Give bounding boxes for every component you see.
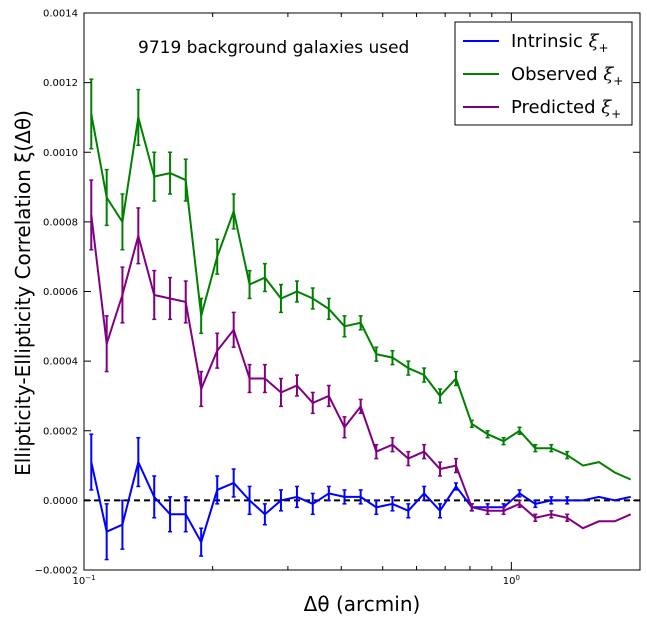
y-tick-label: 0.0004 <box>43 357 78 368</box>
y-axis-label: Ellipticity-Ellipticity Correlation ξ(Δθ… <box>11 110 35 476</box>
legend-label: Observed ξ+ <box>511 64 623 88</box>
series-line <box>90 214 632 530</box>
y-tick-label: 0.0010 <box>43 148 78 159</box>
plot-layer <box>84 78 640 561</box>
legend-label: Intrinsic ξ+ <box>511 31 609 55</box>
x-tick-label: 100 <box>503 574 520 587</box>
legend-entry: Predicted ξ+ <box>463 97 621 121</box>
legend-entry: Intrinsic ξ+ <box>463 31 609 55</box>
y-tick-label: 0.0006 <box>43 287 78 298</box>
legend-entry: Observed ξ+ <box>463 64 623 88</box>
y-tick-label: 0.0014 <box>43 9 78 20</box>
series-intrinsic <box>89 433 631 561</box>
y-tick-label: 0.0000 <box>43 496 78 507</box>
series-observed <box>89 78 632 481</box>
x-tick-label: 10−1 <box>72 574 95 587</box>
legend: Intrinsic ξ+ Observed ξ+ Predicted ξ+ <box>454 21 633 126</box>
y-tick-label: 0.0008 <box>43 217 78 228</box>
x-axis-label: Δθ (arcmin) <box>304 592 421 616</box>
ticks-layer: −0.0002 0.0000 0.0002 0.0004 0.0006 0.0008 0.0… <box>35 9 641 587</box>
legend-label: Predicted ξ+ <box>511 97 621 121</box>
series-line <box>90 113 632 481</box>
y-tick-label: 0.0012 <box>43 78 78 89</box>
galaxy-count-annotation: 9719 background galaxies used <box>138 38 409 58</box>
y-tick-label: 0.0002 <box>43 426 78 437</box>
series-predicted <box>89 179 632 530</box>
y-tick-label: −0.0002 <box>35 566 78 577</box>
